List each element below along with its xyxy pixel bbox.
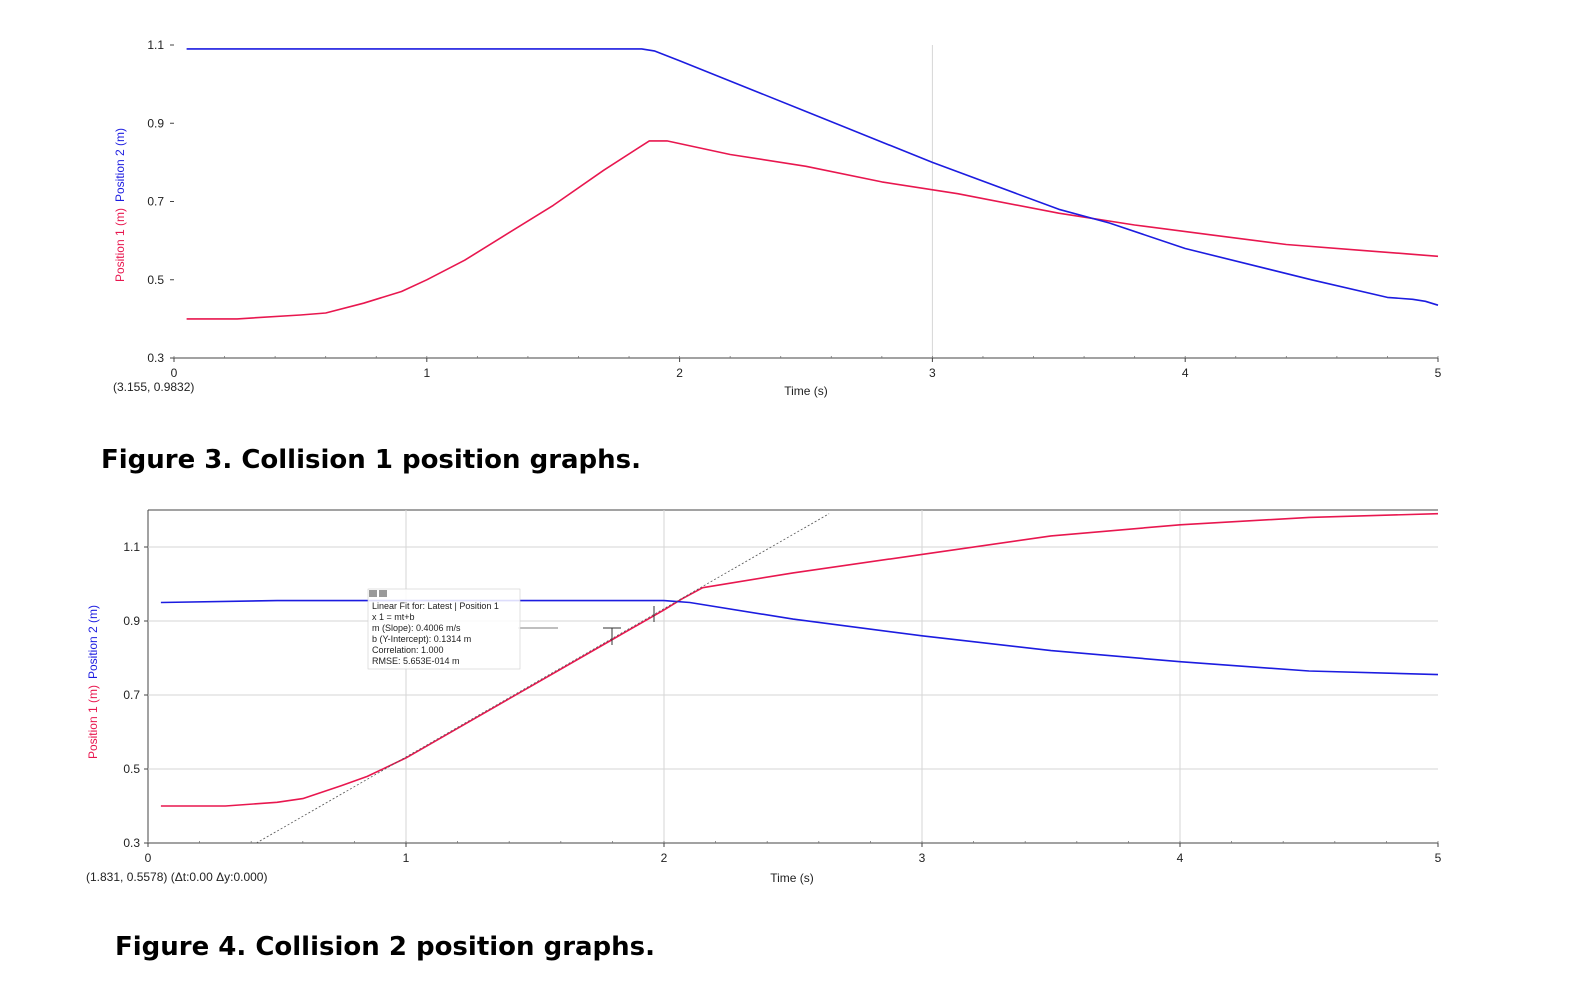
- fit-line-6: RMSE: 5.653E-014 m: [372, 656, 460, 666]
- fit-line-2: x 1 = mt+b: [372, 612, 415, 622]
- y-tick-label: 0.5: [147, 273, 164, 287]
- x-tick-label: 5: [1435, 851, 1442, 865]
- x-tick-label: 3: [919, 851, 926, 865]
- x-axis-label: Time (s): [784, 384, 828, 398]
- y-tick-label: 1.1: [147, 38, 164, 52]
- y-axis-label: Position 1 (m) Position 2 (m): [113, 128, 127, 282]
- x-tick-label: 1: [403, 851, 410, 865]
- series-line-position-1: [186, 140, 1439, 320]
- y-tick-label: 1.1: [123, 540, 140, 554]
- linear-fit-box[interactable]: Linear Fit for: Latest | Position 1 x 1 …: [367, 588, 521, 670]
- chart-figure-4: 0 1 2 3 4 5 0.3 0.5 0.7 0.9 1.1 Time (s) Position …: [86, 509, 1442, 885]
- fit-line-4: b (Y-Intercept): 0.1314 m: [372, 634, 471, 644]
- y-axis-label: Position 1 (m) Position 2 (m): [86, 605, 100, 759]
- y-axis-label-position-1: Position 1 (m): [86, 685, 100, 759]
- series-line-position-1: [160, 512, 1439, 807]
- x-tick-label: 2: [661, 851, 668, 865]
- y-tick-label: 0.7: [123, 688, 140, 702]
- chart-figure-3: 0 1 2 3 4 5 0.3 0.5 0.7 0.9 1.1 Time (s) Position …: [113, 38, 1442, 398]
- cursor-readout: (1.831, 0.5578) (Δt:0.00 Δy:0.000): [86, 870, 267, 884]
- x-tick-label: 1: [423, 366, 430, 380]
- x-tick-label: 2: [676, 366, 683, 380]
- series-line-linear-fit: [256, 513, 830, 844]
- series-line-position-2: [160, 599, 1439, 676]
- y-axis-label-position-2: Position 2 (m): [113, 128, 127, 202]
- series-group: [186, 48, 1439, 320]
- y-tick-label: 0.9: [123, 614, 140, 628]
- x-tick-label: 0: [171, 366, 178, 380]
- x-tick-label: 0: [145, 851, 152, 865]
- figure-3-caption: Figure 3. Collision 1 position graphs.: [101, 445, 641, 475]
- cursor-readout: (3.155, 0.9832): [113, 380, 194, 394]
- y-axis-label-position-1: Position 1 (m): [113, 208, 127, 282]
- fit-line-1: Linear Fit for: Latest | Position 1: [372, 601, 499, 611]
- series-group: [160, 512, 1439, 844]
- tick-labels: 0 1 2 3 4 5 0.3 0.5 0.7 0.9 1.1: [147, 38, 1441, 380]
- figure-4-caption: Figure 4. Collision 2 position graphs.: [115, 932, 655, 962]
- gridlines: [148, 510, 1438, 843]
- y-tick-label: 0.5: [123, 762, 140, 776]
- fit-line-3: m (Slope): 0.4006 m/s: [372, 623, 461, 633]
- tick-labels: 0 1 2 3 4 5 0.3 0.5 0.7 0.9 1.1: [123, 540, 1441, 865]
- x-tick-label: 3: [929, 366, 936, 380]
- x-tick-label: 5: [1435, 366, 1442, 380]
- fit-line-5: Correlation: 1.000: [372, 645, 444, 655]
- fit-legend-icon[interactable]: [369, 590, 387, 597]
- series-line-position-2: [186, 48, 1439, 306]
- linear-fit-box-bg: [367, 588, 521, 670]
- y-axis-label-position-2: Position 2 (m): [86, 605, 100, 679]
- y-tick-label: 0.9: [147, 116, 164, 130]
- y-tick-label: 0.7: [147, 195, 164, 209]
- x-tick-label: 4: [1177, 851, 1184, 865]
- y-tick-label: 0.3: [123, 836, 140, 850]
- x-tick-label: 4: [1182, 366, 1189, 380]
- x-axis-label: Time (s): [770, 871, 814, 885]
- y-tick-label: 0.3: [147, 351, 164, 365]
